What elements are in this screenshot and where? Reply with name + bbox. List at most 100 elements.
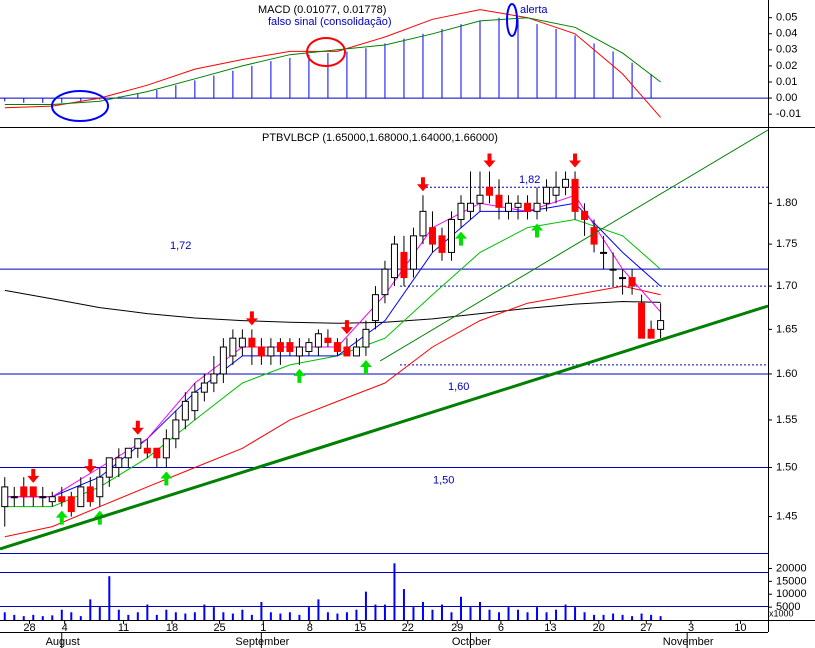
volume-bar — [517, 609, 520, 620]
volume-bar — [450, 612, 453, 620]
volume-bar — [136, 612, 139, 620]
y-tick-label: -0.01 — [776, 108, 801, 120]
sell-arrow — [131, 420, 144, 435]
candle-body — [581, 210, 589, 220]
candle-body — [390, 243, 398, 279]
x-tick-label: 25 — [213, 622, 225, 634]
buy-arrow — [293, 368, 306, 383]
volume-bar — [174, 612, 177, 620]
volume-bar — [593, 614, 596, 620]
candle-body — [543, 186, 551, 204]
volume-bar — [479, 601, 481, 620]
volume-bar — [155, 614, 158, 620]
candle-body — [181, 400, 189, 421]
volume-bar — [402, 589, 405, 620]
y-tick-label: 1.55 — [776, 414, 797, 426]
candle-body — [447, 218, 455, 253]
volume-bar — [193, 612, 196, 620]
y-tick-label: 10000 — [776, 588, 807, 600]
volume-bar — [98, 607, 101, 620]
x-tick-label: 8 — [307, 622, 313, 634]
candle-body — [419, 210, 427, 237]
y-tick-label: 1.60 — [776, 368, 797, 380]
candle-body — [438, 235, 446, 253]
volume-bar — [650, 614, 653, 620]
candle-body — [305, 342, 313, 352]
highlight-ellipse — [51, 90, 109, 122]
candle-body — [238, 337, 246, 348]
candle-body — [466, 202, 474, 212]
indicator-line — [4, 9, 661, 118]
trend-line — [379, 129, 769, 362]
x-tick-label: 15 — [354, 622, 366, 634]
volume-bar — [184, 613, 187, 620]
y-tick-label: 0.04 — [776, 28, 797, 40]
volume-bar — [203, 604, 206, 620]
y-tick-label: 1.80 — [776, 197, 797, 209]
candle-body — [428, 227, 436, 245]
candle-body — [39, 496, 47, 499]
y-tick-label: 0.05 — [776, 12, 797, 24]
volume-bar — [79, 616, 82, 620]
x-tick-label: 28 — [23, 622, 35, 634]
volume-bar — [13, 614, 16, 620]
volume-bar — [526, 612, 529, 620]
candle-body — [609, 268, 617, 271]
buy-arrow — [531, 223, 544, 238]
volume-bar — [117, 609, 120, 620]
candle-body — [571, 178, 579, 212]
candle-body — [124, 447, 132, 459]
y-tick-label: 1.70 — [776, 280, 797, 292]
y-tick-label: 1.50 — [776, 461, 797, 473]
level-label: 1,50 — [433, 474, 454, 486]
sell-arrow — [27, 468, 40, 483]
highlight-ellipse — [306, 37, 346, 67]
volume-bar — [279, 613, 282, 620]
volume-bar — [165, 609, 168, 620]
volume-bar — [222, 612, 225, 620]
volume-bar — [326, 612, 329, 620]
buy-arrow — [359, 359, 372, 374]
volume-bar — [212, 607, 215, 620]
indicator-line — [4, 289, 661, 324]
candle-body — [409, 235, 417, 270]
volume-bar — [336, 613, 339, 620]
sell-arrow — [245, 311, 258, 326]
candle-body — [524, 202, 532, 212]
candle-body — [314, 333, 322, 348]
volume-bar — [574, 607, 577, 620]
month-label: November — [663, 636, 714, 648]
candle-body — [647, 328, 655, 339]
volume-bar — [555, 609, 558, 620]
buy-arrow — [160, 471, 173, 486]
x-tick-label: 27 — [640, 622, 652, 634]
level-label: 1,82 — [519, 174, 540, 186]
candle-body — [362, 328, 370, 348]
candle-body — [600, 251, 608, 254]
month-label: August — [46, 636, 80, 648]
candle-body — [276, 342, 284, 352]
volume-bar — [469, 607, 472, 620]
indicator-line — [4, 285, 661, 538]
candle-body — [210, 373, 218, 384]
y-tick-label: 15000 — [776, 575, 807, 587]
volume-bar — [345, 612, 348, 620]
volume-bar — [250, 614, 253, 620]
candle-body — [229, 337, 237, 357]
sell-arrow — [340, 320, 353, 335]
candle-body — [134, 438, 142, 449]
volume-bar — [440, 604, 443, 620]
candle-body — [96, 476, 104, 498]
volume-bar — [146, 604, 149, 620]
volume-bar — [393, 563, 396, 620]
y-tick-label: 0.03 — [776, 44, 797, 56]
price-title: PTBVLBCP (1.65000,1.68000,1.64000,1.6600… — [262, 132, 498, 144]
candle-body — [248, 337, 256, 348]
x-tick-label: 22 — [402, 622, 414, 634]
y-tick-label: 1.65 — [776, 323, 797, 335]
annotation: falso sinal (consolidação) — [268, 16, 392, 28]
buy-arrow — [454, 231, 467, 246]
level-label: 1,60 — [448, 381, 469, 393]
highlight-ellipse — [506, 3, 518, 37]
volume-bar — [298, 614, 301, 620]
